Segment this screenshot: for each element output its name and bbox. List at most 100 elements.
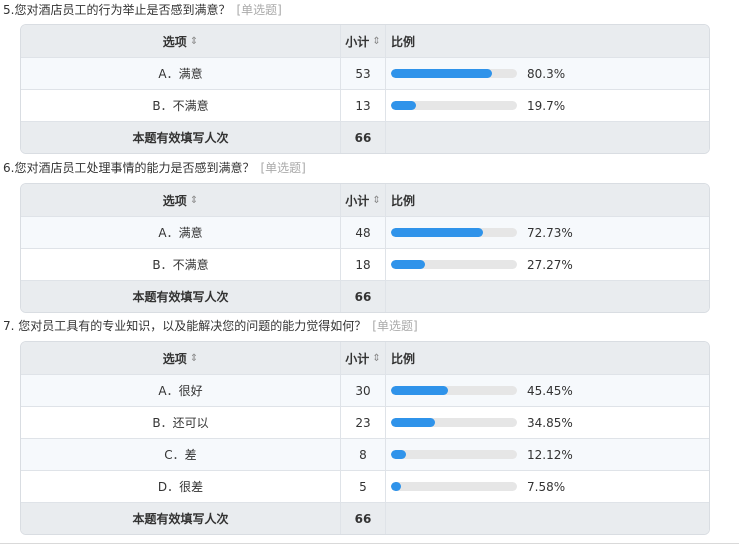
table-row: A．很好 30 45.45% <box>21 374 709 406</box>
ratio-cell: 80.3% <box>386 58 709 89</box>
sort-icon[interactable]: ⇕ <box>189 35 199 47</box>
question-title: 7. 您对员工具有的专业知识，以及能解决您的问题的能力觉得如何？ [单选题] <box>3 318 418 334</box>
ratio-bar-track <box>391 450 517 459</box>
count-header-label: 小计 <box>345 351 370 366</box>
table-row: B．不满意 18 27.27% <box>21 248 709 280</box>
count-header-label: 小计 <box>345 193 370 208</box>
sort-icon[interactable]: ⇕ <box>372 35 381 47</box>
count-cell: 30 <box>341 375 386 406</box>
option-cell: A．满意 <box>21 58 341 89</box>
divider <box>0 543 739 544</box>
question-type: [单选题] <box>236 3 282 17</box>
ratio-cell: 7.58% <box>386 471 709 502</box>
ratio-cell: 72.73% <box>386 217 709 248</box>
ratio-cell: 45.45% <box>386 375 709 406</box>
table-row: B．不满意 13 19.7% <box>21 89 709 121</box>
table-footer: 本题有效填写人次 66 <box>21 280 709 312</box>
count-header[interactable]: 小计 ⇕ <box>341 184 386 216</box>
sort-icon[interactable]: ⇕ <box>372 352 381 364</box>
ratio-bar-fill <box>391 386 449 395</box>
count-cell: 48 <box>341 217 386 248</box>
percent-label: 12.12% <box>527 447 573 462</box>
footer-blank <box>386 503 709 534</box>
count-cell: 18 <box>341 249 386 280</box>
percent-label: 34.85% <box>527 415 573 430</box>
total-count: 66 <box>341 281 386 312</box>
ratio-header: 比例 <box>391 193 416 208</box>
ratio-bar-fill <box>391 482 401 491</box>
ratio-bar-track <box>391 69 517 78</box>
ratio-bar-fill <box>391 450 407 459</box>
ratio-bar-track <box>391 418 517 427</box>
sort-icon[interactable]: ⇕ <box>189 194 199 206</box>
option-header-label: 选项 <box>162 34 187 49</box>
option-cell: D．很差 <box>21 471 341 502</box>
table-footer: 本题有效填写人次 66 <box>21 121 709 153</box>
total-label: 本题有效填写人次 <box>21 281 341 312</box>
question-type: [单选题] <box>372 319 418 333</box>
table-header: 选项 ⇕ 小计 ⇕ 比例 <box>21 184 709 216</box>
ratio-bar-track <box>391 482 517 491</box>
ratio-bar-fill <box>391 418 435 427</box>
ratio-cell: 12.12% <box>386 439 709 470</box>
total-label: 本题有效填写人次 <box>21 122 341 153</box>
ratio-cell: 19.7% <box>386 90 709 121</box>
ratio-header: 比例 <box>391 34 416 49</box>
percent-label: 80.3% <box>527 66 566 81</box>
option-cell: A．满意 <box>21 217 341 248</box>
result-table: 选项 ⇕ 小计 ⇕ 比例 A．满意 48 72.73% B．不满意 18 27.27… <box>20 183 710 313</box>
sort-icon[interactable]: ⇕ <box>372 194 381 206</box>
percent-label: 19.7% <box>527 98 566 113</box>
option-cell: A．很好 <box>21 375 341 406</box>
ratio-bar-track <box>391 228 517 237</box>
count-cell: 53 <box>341 58 386 89</box>
total-label: 本题有效填写人次 <box>21 503 341 534</box>
option-cell: B．不满意 <box>21 249 341 280</box>
count-header-label: 小计 <box>345 34 370 49</box>
option-cell: C．差 <box>21 439 341 470</box>
table-row: C．差 8 12.12% <box>21 438 709 470</box>
ratio-bar-track <box>391 260 517 269</box>
question-text: 5.您对酒店员工的行为举止是否感到满意？ <box>3 3 231 17</box>
sort-icon[interactable]: ⇕ <box>189 352 199 364</box>
question-title: 6.您对酒店员工处理事情的能力是否感到满意？ [单选题] <box>3 160 306 176</box>
table-row: D．很差 5 7.58% <box>21 470 709 502</box>
option-header-label: 选项 <box>162 351 187 366</box>
option-header[interactable]: 选项 ⇕ <box>21 25 341 57</box>
percent-label: 72.73% <box>527 225 573 240</box>
question-text: 7. 您对员工具有的专业知识，以及能解决您的问题的能力觉得如何？ <box>3 319 367 333</box>
table-row: A．满意 48 72.73% <box>21 216 709 248</box>
total-count: 66 <box>341 503 386 534</box>
table-footer: 本题有效填写人次 66 <box>21 502 709 534</box>
table-row: A．满意 53 80.3% <box>21 57 709 89</box>
option-header[interactable]: 选项 ⇕ <box>21 184 341 216</box>
question-text: 6.您对酒店员工处理事情的能力是否感到满意？ <box>3 161 255 175</box>
ratio-header: 比例 <box>391 351 416 366</box>
count-cell: 5 <box>341 471 386 502</box>
ratio-bar-fill <box>391 101 416 110</box>
count-cell: 8 <box>341 439 386 470</box>
total-count: 66 <box>341 122 386 153</box>
ratio-cell: 27.27% <box>386 249 709 280</box>
percent-label: 27.27% <box>527 257 573 272</box>
option-header[interactable]: 选项 ⇕ <box>21 342 341 374</box>
question-title: 5.您对酒店员工的行为举止是否感到满意？ [单选题] <box>3 2 282 18</box>
footer-blank <box>386 281 709 312</box>
question-type: [单选题] <box>260 161 306 175</box>
count-header[interactable]: 小计 ⇕ <box>341 342 386 374</box>
footer-blank <box>386 122 709 153</box>
table-header: 选项 ⇕ 小计 ⇕ 比例 <box>21 342 709 374</box>
count-cell: 13 <box>341 90 386 121</box>
percent-label: 7.58% <box>527 479 566 494</box>
ratio-bar-fill <box>391 69 493 78</box>
count-cell: 23 <box>341 407 386 438</box>
option-cell: B．不满意 <box>21 90 341 121</box>
percent-label: 45.45% <box>527 383 573 398</box>
result-table: 选项 ⇕ 小计 ⇕ 比例 A．满意 53 80.3% B．不满意 13 19.7% … <box>20 24 710 154</box>
count-header[interactable]: 小计 ⇕ <box>341 25 386 57</box>
ratio-cell: 34.85% <box>386 407 709 438</box>
table-header: 选项 ⇕ 小计 ⇕ 比例 <box>21 25 709 57</box>
ratio-bar-fill <box>391 260 426 269</box>
table-row: B．还可以 23 34.85% <box>21 406 709 438</box>
ratio-bar-track <box>391 101 517 110</box>
